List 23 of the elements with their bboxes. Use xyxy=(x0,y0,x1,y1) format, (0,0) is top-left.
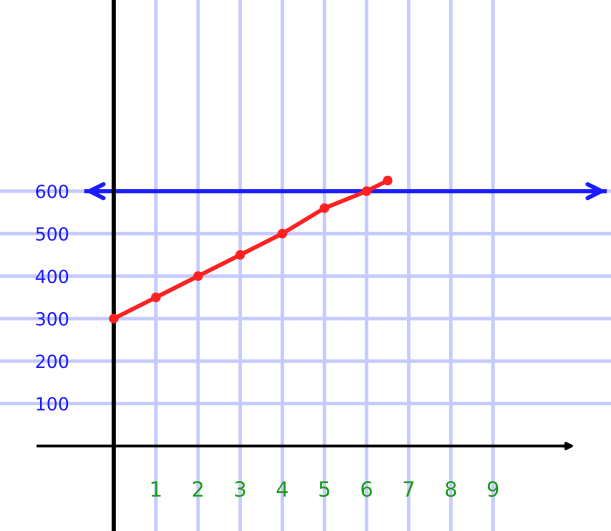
x-tick-label: 7 xyxy=(404,481,414,497)
y-tick-label: 400 xyxy=(36,270,68,284)
x-tick-label: 5 xyxy=(319,481,330,497)
point xyxy=(277,228,288,238)
x-tick-label: 1 xyxy=(152,481,161,497)
point xyxy=(320,203,330,214)
point xyxy=(151,292,161,302)
y-tick-label: 500 xyxy=(36,227,68,241)
y-tick-label: 100 xyxy=(36,397,68,411)
x-tick-label: 9 xyxy=(488,481,498,497)
x-tick-label: 2 xyxy=(192,481,203,497)
x-tick-label: 3 xyxy=(235,481,246,497)
point xyxy=(235,250,246,260)
point xyxy=(362,186,372,196)
point xyxy=(382,176,393,186)
point xyxy=(193,271,203,281)
y-tick-label: 200 xyxy=(36,354,68,368)
x-tick-label: 4 xyxy=(276,481,288,497)
x-tick-label: 8 xyxy=(446,481,456,497)
y-tick-label: 300 xyxy=(36,312,68,326)
x-tick-label: 6 xyxy=(361,481,372,497)
point xyxy=(108,314,119,324)
y-tick-label: 600 xyxy=(36,184,68,198)
